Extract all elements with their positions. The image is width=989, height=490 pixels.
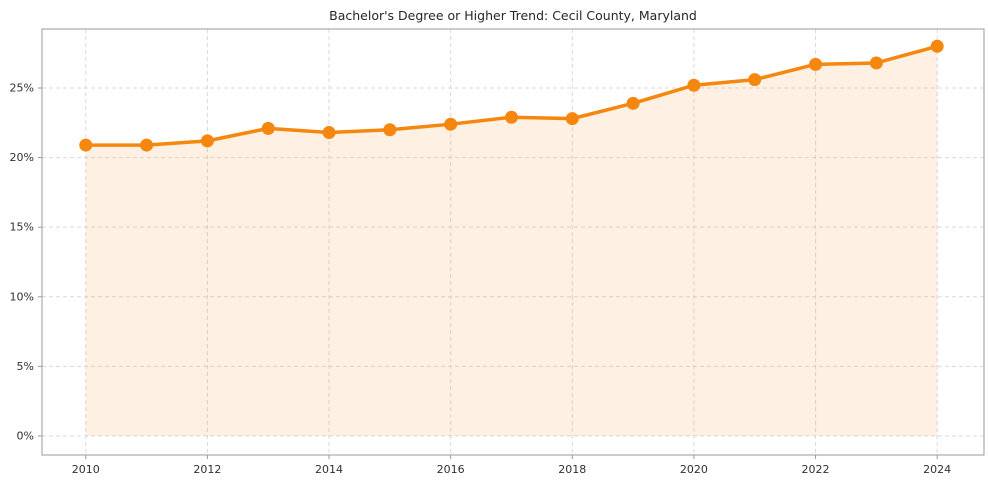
x-tick-label: 2014 <box>315 463 343 476</box>
y-tick-label: 15% <box>10 221 34 234</box>
plot-border <box>41 28 985 456</box>
data-point-marker <box>930 39 944 53</box>
data-point-marker <box>687 78 701 92</box>
data-point-marker <box>626 96 640 110</box>
y-tick-label: 10% <box>10 290 34 303</box>
x-tick-label: 2020 <box>680 463 708 476</box>
data-point-marker <box>140 138 154 152</box>
area-fill <box>85 46 938 436</box>
x-tick-label: 2024 <box>923 463 951 476</box>
data-point-marker <box>809 57 823 71</box>
x-tick-label: 2016 <box>437 463 465 476</box>
y-tick-label: 0% <box>17 429 34 442</box>
data-point-marker <box>200 134 214 148</box>
data-point-marker <box>869 56 883 70</box>
data-point-marker <box>322 126 336 140</box>
y-tick-label: 20% <box>10 151 34 164</box>
x-tick-label: 2012 <box>193 463 221 476</box>
data-point-marker <box>79 138 93 152</box>
data-point-marker <box>748 73 762 87</box>
data-point-marker <box>565 112 579 126</box>
chart-title: Bachelor's Degree or Higher Trend: Cecil… <box>329 8 697 23</box>
x-tick-label: 2010 <box>72 463 100 476</box>
y-tick-label: 25% <box>10 82 34 95</box>
y-tick-label: 5% <box>17 360 34 373</box>
data-point-marker <box>504 110 518 124</box>
data-point-marker <box>444 117 458 131</box>
x-tick-label: 2018 <box>558 463 586 476</box>
data-point-marker <box>261 121 275 135</box>
data-point-marker <box>383 123 397 137</box>
x-tick-label: 2022 <box>802 463 830 476</box>
